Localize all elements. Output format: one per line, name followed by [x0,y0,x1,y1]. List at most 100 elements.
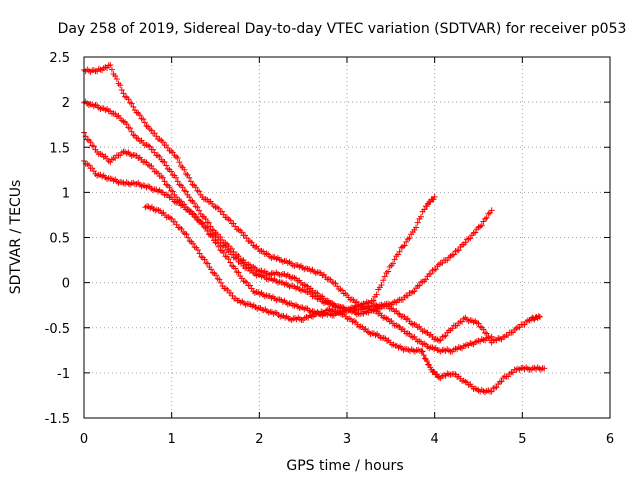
data-point [133,109,152,130]
data-point [133,152,152,168]
data-series [142,203,548,396]
data-point [313,306,331,318]
data-point [238,260,257,276]
data-point [422,329,441,343]
data-point [159,139,178,159]
data-series [81,61,495,355]
chart-title: Day 258 of 2019, Sidereal Day-to-day VTE… [58,21,627,37]
data-point [212,204,231,221]
data-point [94,149,112,164]
data-point [436,346,454,355]
data-point [146,183,165,196]
data-point [194,246,213,271]
x-axis-label: GPS time / hours [286,458,403,474]
data-point [488,375,507,395]
data-point [436,327,454,344]
y-tick-label: 1.5 [49,141,70,156]
data-point [238,229,257,249]
axis-ticks: 0 1 2 3 4 5 6 -1.5 -1 -0.5 0 0.5 1 1.5 2 2.5 [45,51,615,447]
x-tick-label: 2 [255,432,263,447]
y-tick-label: 0.5 [49,232,70,247]
data-point [186,174,204,198]
data-point [317,296,336,308]
x-tick-label: 4 [431,432,439,447]
data-point [120,148,138,159]
data-point [462,314,480,326]
data-point [462,226,480,246]
data-point [251,243,270,257]
data-point [278,279,296,290]
data-point [501,366,520,380]
data-point [142,203,160,214]
y-tick-label: 2.5 [49,51,70,66]
data-point [199,220,217,244]
data-point [265,292,283,304]
data-point [365,329,384,341]
data-point [159,158,178,179]
y-tick-label: -0.5 [45,322,70,337]
data-point [234,297,252,308]
data-point [173,153,191,178]
x-tick-label: 1 [168,432,176,447]
data-point [251,289,270,300]
data-point [173,174,191,198]
data-point [291,261,309,273]
data-point [265,275,283,286]
plot-frame [83,56,611,419]
data-point [155,207,174,221]
data-point [541,365,548,372]
data-point [146,162,165,180]
plot-area [81,61,548,396]
data-point [278,257,296,269]
data-point [107,175,125,186]
data-point [405,346,423,355]
data-point [418,347,433,369]
data-point [291,274,309,289]
data-point [238,275,257,295]
data-point [422,341,441,353]
data-point [225,216,244,234]
data-point [247,301,266,313]
data-point [146,143,165,163]
data-series [81,129,495,318]
data-point [159,189,178,205]
data-point [159,174,178,198]
data-point [462,378,480,393]
data-point [396,324,415,340]
data-point [383,251,401,277]
data-point [357,306,375,318]
data-point [173,199,191,213]
data-point [475,209,494,231]
y-axis-label: SDTVAR / TECUs [8,180,24,295]
data-point [107,61,125,93]
data-point [488,207,495,214]
data-point [146,126,165,144]
data-point [225,248,244,265]
data-point [409,206,428,235]
y-tick-label: 2 [62,96,70,111]
x-tick-label: 5 [518,432,526,447]
data-point [278,297,296,309]
data-point [186,194,204,217]
data-point [120,179,138,188]
x-tick-label: 0 [80,432,88,447]
data-point [396,289,415,303]
data-point [291,301,309,313]
data-point [265,251,283,263]
data-point [251,270,270,282]
data-point [379,334,397,348]
data-point [449,315,467,332]
data-point [199,213,217,234]
data-point [427,364,441,380]
data-point [383,301,401,317]
data-point [221,285,239,302]
data-point [352,319,371,335]
data-point [422,263,441,283]
data-point [186,207,204,225]
data-point [528,313,542,323]
data-point [94,102,112,114]
data-point [422,196,437,210]
data-point [409,333,428,348]
data-point [278,270,296,282]
